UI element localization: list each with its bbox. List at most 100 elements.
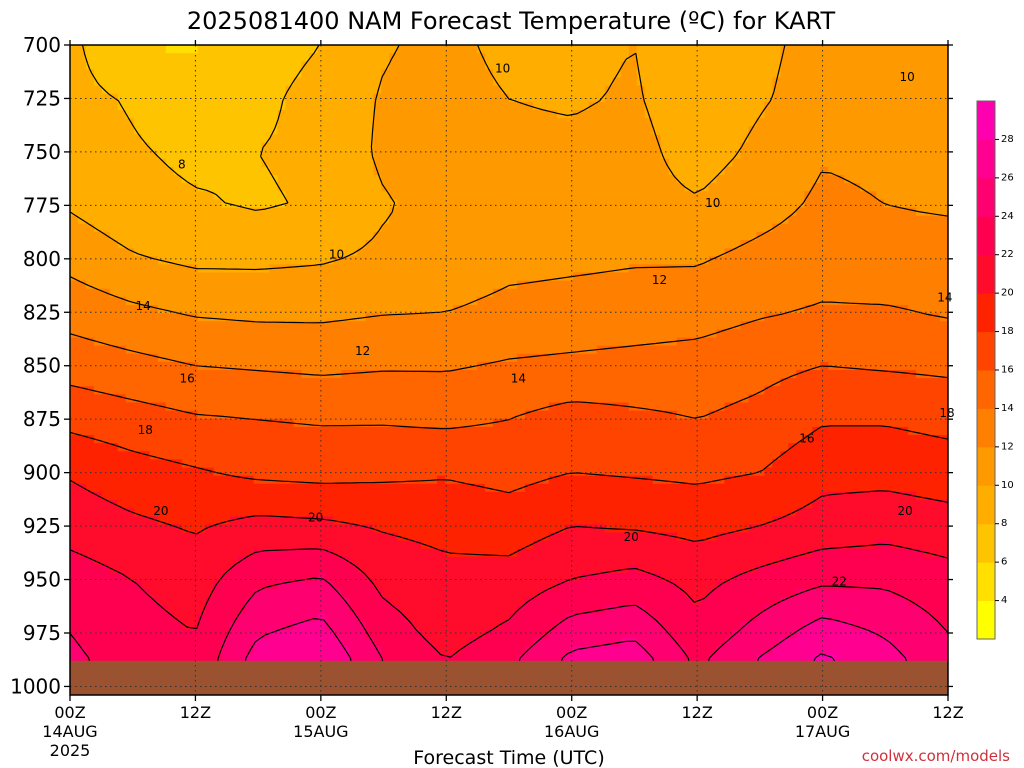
heat-cell — [676, 313, 686, 322]
heat-cell — [389, 248, 398, 257]
heat-cell — [860, 272, 869, 282]
heat-cell — [732, 288, 742, 298]
heat-cell — [445, 77, 454, 87]
heat-cell — [684, 175, 694, 184]
heat-cell — [101, 313, 111, 322]
heat-cell — [620, 142, 630, 152]
heat-cell — [261, 45, 271, 54]
heat-cell — [820, 256, 829, 265]
heat-cell — [660, 305, 670, 314]
heat-cell — [77, 53, 87, 62]
heat-cell — [437, 61, 446, 70]
heat-cell — [644, 353, 654, 363]
heat-cell — [764, 272, 773, 282]
heat-cell — [564, 248, 574, 257]
heat-cell — [756, 321, 766, 330]
heat-cell — [197, 353, 207, 363]
heat-cell — [876, 378, 885, 387]
heat-cell — [932, 361, 941, 371]
heat-cell — [908, 329, 917, 339]
heat-cell — [269, 142, 279, 152]
heat-cell — [277, 386, 287, 395]
heat-cell — [70, 256, 79, 265]
heat-cell — [493, 248, 502, 257]
heat-cell — [309, 345, 319, 355]
heat-cell — [493, 101, 502, 111]
heat-cell — [349, 345, 358, 355]
heat-cell — [756, 150, 766, 160]
heat-cell — [117, 264, 127, 274]
heat-cell — [748, 53, 758, 62]
heat-cell — [708, 223, 718, 233]
heat-cell — [229, 240, 239, 249]
heat-cell — [269, 288, 279, 298]
heat-cell — [860, 93, 869, 103]
heat-cell — [453, 93, 462, 103]
heat-cell — [445, 313, 454, 322]
heat-cell — [548, 126, 558, 135]
heat-cell — [445, 69, 454, 79]
heat-cell — [628, 378, 638, 387]
heat-cell — [277, 85, 287, 95]
heat-cell — [908, 85, 917, 95]
heat-cell — [540, 361, 550, 371]
heat-cell — [437, 45, 446, 54]
heat-cell — [373, 256, 382, 265]
heat-cell — [940, 353, 948, 363]
heat-cell — [85, 118, 95, 127]
heat-cell — [141, 231, 151, 241]
heat-cell — [397, 207, 406, 217]
heat-cell — [780, 61, 789, 70]
heat-cell — [644, 45, 654, 54]
heat-cell — [477, 305, 486, 314]
heat-cell — [333, 85, 342, 95]
heat-cell — [461, 69, 470, 79]
heat-cell — [357, 345, 366, 355]
heat-cell — [357, 370, 366, 379]
heat-cell — [596, 199, 606, 209]
heat-cell — [70, 61, 79, 70]
heat-cell — [708, 77, 718, 87]
heat-cell — [181, 264, 191, 274]
heat-cell — [908, 53, 917, 62]
heat-cell — [165, 288, 175, 298]
heat-cell — [293, 345, 303, 355]
heat-cell — [652, 77, 662, 87]
heat-cell — [229, 53, 239, 62]
heat-cell — [301, 150, 311, 160]
heat-cell — [70, 329, 79, 339]
heat-cell — [101, 166, 111, 176]
heat-cell — [101, 53, 111, 62]
heat-cell — [660, 231, 670, 241]
heat-cell — [245, 361, 255, 371]
heat-cell — [884, 386, 893, 395]
heat-cell — [509, 150, 518, 160]
heat-cell — [85, 231, 95, 241]
heat-cell — [133, 166, 143, 176]
heat-cell — [668, 191, 678, 200]
heat-cell — [788, 61, 797, 70]
heat-cell — [357, 240, 366, 249]
heat-cell — [365, 150, 374, 160]
heat-cell — [740, 248, 750, 257]
heat-cell — [269, 118, 279, 127]
heat-cell — [501, 264, 510, 274]
heat-cell — [213, 386, 223, 395]
heat-cell — [405, 264, 414, 274]
heat-cell — [149, 199, 159, 209]
heat-cell — [109, 378, 119, 387]
heat-cell — [157, 45, 167, 54]
heat-cell — [516, 101, 526, 111]
heat-cell — [213, 280, 223, 290]
heat-cell — [700, 85, 710, 95]
heat-cell — [93, 110, 103, 119]
heat-cell — [429, 134, 438, 144]
heat-cell — [556, 215, 566, 225]
heat-cell — [836, 69, 845, 79]
heat-cell — [253, 329, 263, 339]
heat-cell — [357, 134, 366, 144]
heat-cell — [532, 166, 542, 176]
heat-cell — [764, 61, 773, 70]
heat-cell — [548, 85, 558, 95]
heat-cell — [932, 353, 941, 363]
